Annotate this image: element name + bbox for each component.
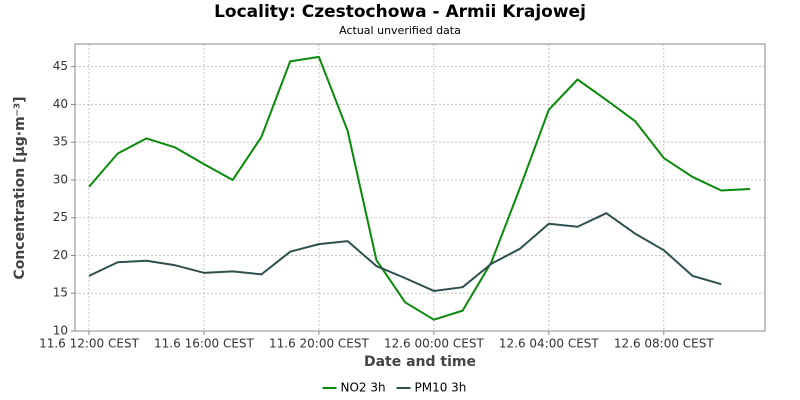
y-tick-label: 15 — [53, 286, 68, 300]
y-tick-label: 10 — [53, 324, 68, 338]
y-tick-label: 40 — [53, 97, 68, 111]
x-tick-label: 11.6 20:00 CEST — [269, 337, 370, 351]
chart-subtitle: Actual unverified data — [339, 24, 461, 37]
x-tick-label: 11.6 12:00 CEST — [39, 337, 140, 351]
y-tick-label: 25 — [53, 210, 68, 224]
x-tick-label: 12.6 08:00 CEST — [614, 337, 715, 351]
y-axis-label: Concentration [µg·m⁻³] — [12, 96, 28, 279]
series-line — [88, 55, 751, 321]
x-tick-label: 11.6 16:00 CEST — [154, 337, 255, 351]
plot-border — [74, 43, 766, 332]
x-axis-label: Date and time — [364, 354, 476, 370]
legend-label: PM10 3h — [415, 381, 467, 395]
y-tick-label: 20 — [53, 248, 68, 262]
y-tick-label: 35 — [53, 135, 68, 149]
series-line — [88, 212, 722, 292]
y-tick-label: 30 — [53, 172, 68, 186]
y-tick-label: 45 — [53, 59, 68, 73]
x-tick-label: 12.6 04:00 CEST — [499, 337, 600, 351]
legend-label: NO2 3h — [341, 381, 386, 395]
x-tick-label: 12.6 00:00 CEST — [384, 337, 485, 351]
chart-title: Locality: Czestochowa - Armii Krajowej — [214, 2, 586, 22]
